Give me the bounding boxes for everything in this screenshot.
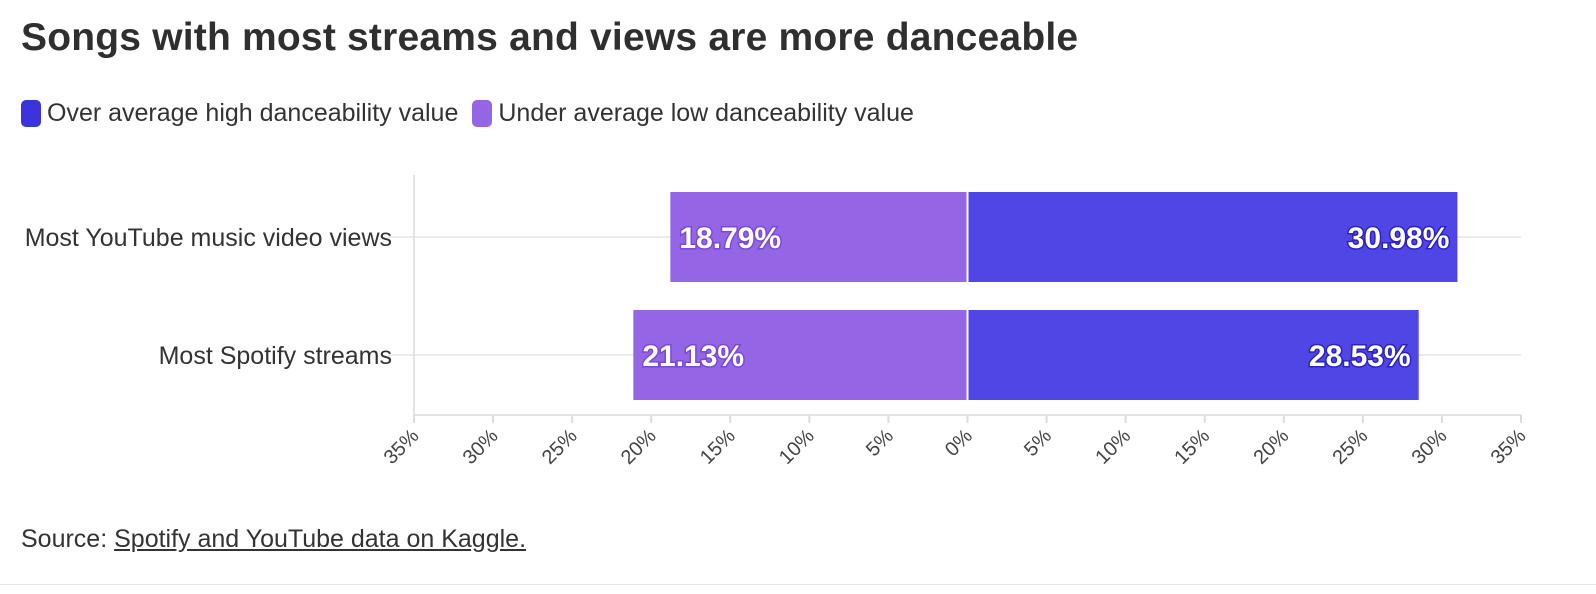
x-tick-label-11: 20% bbox=[1249, 425, 1293, 469]
x-tick-label-8: 5% bbox=[1020, 425, 1056, 461]
category-label-1: Most Spotify streams bbox=[159, 342, 392, 370]
x-tick-label-9: 10% bbox=[1091, 425, 1135, 469]
legend-label-under: Under average low danceability value bbox=[498, 99, 914, 127]
x-tick-label-6: 5% bbox=[862, 425, 898, 461]
x-tick-label-14: 35% bbox=[1487, 425, 1531, 469]
legend-label-over: Over average high danceability value bbox=[47, 99, 459, 127]
chart-title: Songs with most streams and views are mo… bbox=[21, 16, 1079, 59]
bar-chart: Most YouTube music video views 18.79% 30.9… bbox=[25, 175, 1531, 469]
bar-under-1 bbox=[633, 310, 968, 400]
bar-over-0 bbox=[967, 192, 1458, 282]
legend-swatch-over bbox=[21, 100, 41, 127]
x-tick-label-13: 30% bbox=[1408, 425, 1452, 469]
value-label-under-1: 21.13% bbox=[642, 340, 744, 373]
bar-over-1 bbox=[967, 310, 1419, 400]
bar-under-0 bbox=[670, 192, 968, 282]
x-tick-label-4: 15% bbox=[696, 425, 740, 469]
legend: Over average high danceability value Und… bbox=[21, 99, 928, 128]
legend-item-over[interactable]: Over average high danceability value bbox=[21, 99, 458, 128]
x-tick-label-3: 20% bbox=[617, 425, 661, 469]
source-note: Source: Spotify and YouTube data on Kagg… bbox=[21, 525, 526, 554]
category-label-0: Most YouTube music video views bbox=[25, 224, 392, 252]
x-tick-label-10: 15% bbox=[1170, 425, 1214, 469]
value-label-under-0: 18.79% bbox=[679, 222, 781, 255]
x-tick-label-0: 35% bbox=[380, 425, 424, 469]
source-prefix: Source: bbox=[21, 525, 115, 553]
value-label-over-0: 30.98% bbox=[1348, 222, 1450, 255]
x-tick-label-5: 10% bbox=[775, 425, 819, 469]
x-tick-label-12: 25% bbox=[1329, 425, 1373, 469]
x-tick-label-7: 0% bbox=[941, 425, 977, 461]
x-tick-label-1: 30% bbox=[459, 425, 503, 469]
value-label-over-1: 28.53% bbox=[1309, 340, 1411, 373]
legend-swatch-under bbox=[472, 100, 493, 127]
legend-item-under[interactable]: Under average low danceability value bbox=[472, 99, 914, 128]
x-tick-label-2: 25% bbox=[538, 425, 582, 469]
source-link[interactable]: Spotify and YouTube data on Kaggle. bbox=[114, 525, 527, 553]
